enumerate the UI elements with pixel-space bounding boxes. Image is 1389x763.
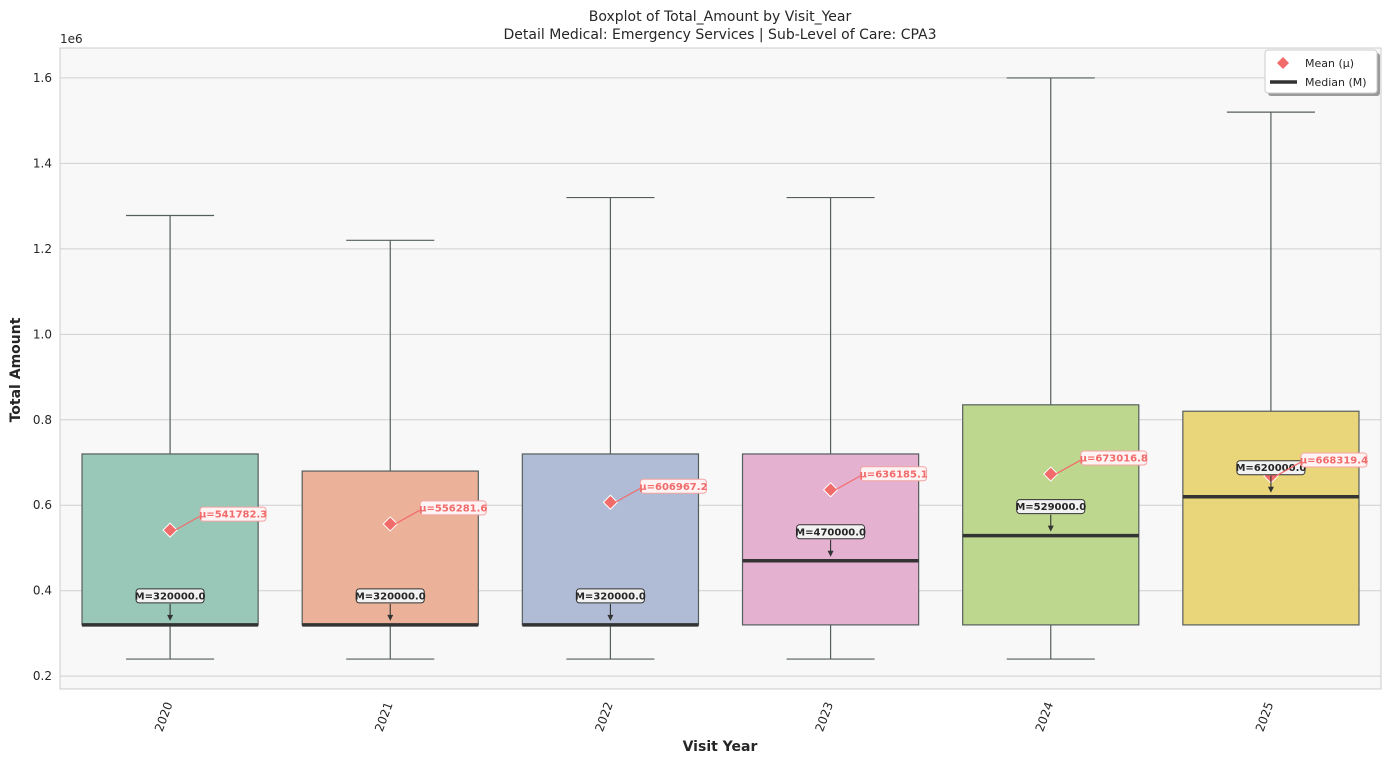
mean-arrow xyxy=(835,475,861,491)
mean-label: μ=673016.8 xyxy=(1080,454,1148,465)
median-label-box xyxy=(1016,499,1086,515)
annotations: M=320000.0 μ=541782.3 M=320000.0 μ=556281.6… xyxy=(135,450,1368,621)
mean-diamond xyxy=(382,516,398,532)
mean-diamond xyxy=(602,494,619,510)
y-tick-label: 1.6 xyxy=(33,71,52,85)
median-arrow-head xyxy=(1047,525,1054,532)
y-axis-ticks: 0.2 0.4 0.6 0.8 1.0 1.2 1.4 1.6 xyxy=(33,71,52,683)
mean-diamond xyxy=(822,482,839,498)
median-label-box xyxy=(575,588,645,604)
chart-title: Boxplot of Total_Amount by Visit_Year xyxy=(589,9,852,25)
legend-mean-label: Mean (μ) xyxy=(1305,57,1354,70)
mean-label: μ=541782.3 xyxy=(199,510,267,521)
y-tick-label: 0.6 xyxy=(33,498,52,512)
y-tick-label: 1.2 xyxy=(33,242,52,256)
median-label: M=470000.0 xyxy=(795,527,866,538)
mean-label: μ=606967.2 xyxy=(639,482,707,493)
y-tick-label: 1.4 xyxy=(33,156,52,170)
median-label: M=320000.0 xyxy=(355,591,426,602)
median-label: M=620000.0 xyxy=(1235,463,1306,474)
legend-mean-diamond-icon xyxy=(1277,57,1289,69)
median-label-box xyxy=(1236,460,1306,476)
mean-label: μ=636185.1 xyxy=(859,469,927,480)
median-label-box xyxy=(355,588,425,604)
legend: Mean (μ) Median (M) xyxy=(1264,49,1380,96)
mean-diamond xyxy=(162,522,178,538)
median-arrow-head xyxy=(1267,486,1274,493)
median-arrow-head xyxy=(607,614,614,621)
x-axis-label: Visit Year xyxy=(683,739,758,755)
mean-arrow xyxy=(1275,461,1302,477)
mean-diamond xyxy=(1043,466,1059,482)
y-tick-label: 0.8 xyxy=(33,413,52,427)
y-offset-text: 1e6 xyxy=(60,32,83,46)
y-tick-label: 1.0 xyxy=(33,327,52,341)
mean-arrow xyxy=(1055,459,1082,475)
y-tick-label: 0.2 xyxy=(33,669,52,683)
mean-arrow xyxy=(615,487,641,503)
mean-arrow xyxy=(394,509,421,525)
mean-label: μ=668319.4 xyxy=(1300,456,1368,467)
chart-subtitle: Detail Medical: Emergency Services | Sub… xyxy=(504,27,937,43)
median-arrow-head xyxy=(387,614,394,621)
y-tick-label: 0.4 xyxy=(33,584,52,598)
mean-label-box xyxy=(1300,452,1368,468)
legend-median-label: Median (M) xyxy=(1305,76,1367,89)
median-label-box xyxy=(135,588,205,604)
mean-arrow xyxy=(174,515,201,531)
box xyxy=(1182,410,1360,626)
mean-label-box xyxy=(199,506,267,522)
y-axis-label: Total Amount xyxy=(8,317,24,422)
median-label: M=320000.0 xyxy=(135,591,206,602)
median-label-box xyxy=(796,524,866,540)
median-arrow-head xyxy=(167,614,174,621)
plot-area xyxy=(59,47,1382,690)
median-arrow-head xyxy=(827,550,834,557)
median-label: M=320000.0 xyxy=(575,591,646,602)
grid-lines xyxy=(60,77,1381,677)
mean-label-box xyxy=(1080,450,1148,466)
median-label: M=529000.0 xyxy=(1015,502,1086,513)
mean-label: μ=556281.6 xyxy=(419,503,487,514)
mean-label-box xyxy=(860,466,928,482)
mean-label-box xyxy=(419,500,487,516)
mean-label-box xyxy=(639,478,707,494)
